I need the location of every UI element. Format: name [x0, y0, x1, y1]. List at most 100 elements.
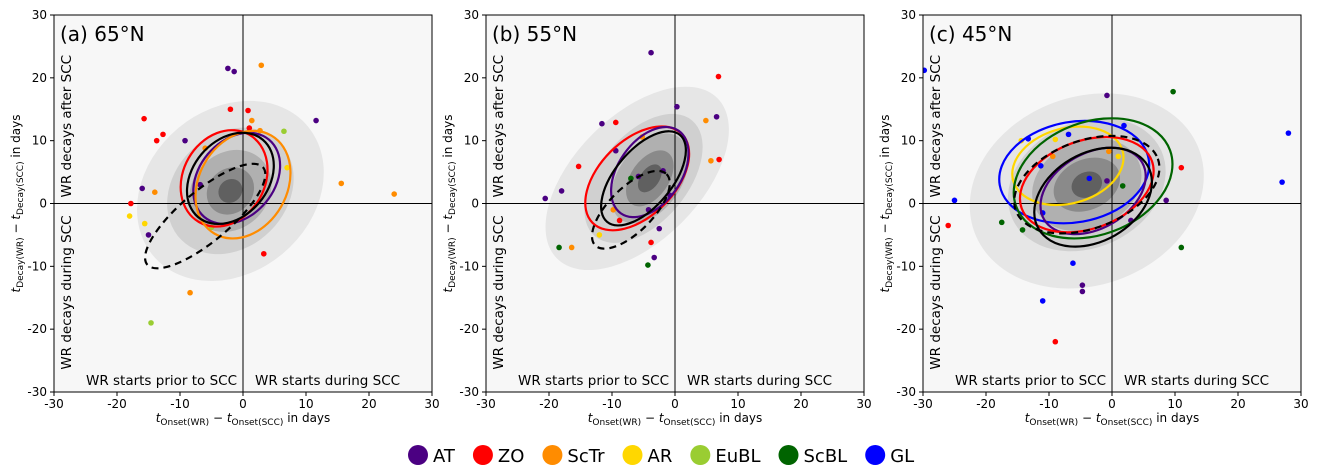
point: [1119, 183, 1126, 189]
xlabel-part: in days: [283, 411, 330, 425]
xlabel-part: Onset(SCC): [1101, 418, 1153, 428]
point: [1038, 163, 1044, 169]
ylabel-part: in days: [441, 114, 455, 161]
legend-label: ScBL: [804, 446, 848, 467]
y-tick-label: 20: [32, 71, 47, 85]
panel-title: (b) 55°N: [492, 22, 577, 46]
ylabel-part: Decay(SCC): [448, 161, 458, 215]
point: [716, 156, 722, 163]
xlabel-part: Onset(SCC): [664, 418, 716, 428]
y-tick-label: 20: [464, 71, 479, 85]
point: [645, 262, 651, 268]
y-tick-label: -30: [459, 385, 479, 399]
xlabel-part: t: [588, 411, 594, 425]
plot-area: [54, 15, 432, 392]
legend-marker: [472, 445, 493, 465]
ylabel-part: Decay(WR): [885, 237, 895, 287]
ylabel-part: t: [878, 214, 892, 220]
y-tick-label: -10: [27, 259, 47, 273]
panel-title: (c) 45°N: [929, 22, 1012, 46]
ylabel-part: t: [9, 287, 23, 293]
x-tick-label: 0: [671, 397, 679, 411]
ylabel: tDecay(WR) − tDecay(SCC) in days: [441, 114, 458, 292]
point: [284, 164, 290, 171]
ylabel-part: Decay(WR): [16, 237, 26, 287]
ylabel-part: −: [441, 220, 455, 238]
annotation: WR starts during SCC: [687, 373, 832, 389]
legend-marker: [865, 445, 886, 465]
x-tick-label: 0: [1108, 397, 1116, 411]
point: [703, 117, 709, 124]
point: [648, 49, 654, 56]
plot-area: [923, 15, 1301, 392]
annotation: WR decays after SCC: [59, 55, 75, 198]
legend-marker: [778, 445, 799, 465]
point: [225, 65, 231, 72]
point: [160, 131, 166, 138]
ellipse: [192, 131, 282, 226]
point: [1052, 338, 1059, 345]
point: [153, 137, 160, 144]
y-tick-label: 30: [32, 8, 47, 22]
x-tick-label: -10: [602, 397, 622, 411]
point: [1170, 88, 1176, 95]
ellipse: [179, 129, 269, 228]
point: [1039, 298, 1046, 304]
ylabel-part: t: [441, 214, 455, 220]
point: [1052, 136, 1059, 143]
annotation: WR decays after SCC: [928, 55, 944, 198]
ylabel-part: in days: [9, 114, 23, 161]
annotation: WR starts prior to SCC: [955, 373, 1106, 389]
point: [998, 219, 1005, 226]
point: [245, 107, 251, 114]
x-tick-label: -20: [107, 397, 127, 411]
ylabel: tDecay(WR) − tDecay(SCC) in days: [878, 114, 895, 292]
xlabel-part: t: [1096, 411, 1102, 425]
xlabel-part: in days: [1152, 411, 1199, 425]
y-tick-label: 0: [39, 197, 47, 211]
annotation: WR starts during SCC: [255, 373, 400, 389]
point: [1279, 179, 1285, 185]
point: [648, 239, 654, 246]
point: [656, 225, 663, 232]
xlabel-part: t: [1025, 411, 1031, 425]
xlabel-part: Onset(WR): [592, 418, 641, 428]
x-tick-label: 10: [730, 397, 745, 411]
point: [313, 117, 319, 124]
annotation: WR decays during SCC: [928, 216, 944, 370]
legend-marker: [542, 445, 563, 465]
y-tick-label: 10: [901, 134, 916, 148]
point: [612, 119, 619, 126]
x-tick-label: 30: [856, 397, 871, 411]
xlabel-part: −: [1078, 411, 1096, 425]
xlabel: tOnset(WR) − tOnset(SCC) in days: [1025, 411, 1200, 428]
annotation: WR decays after SCC: [491, 55, 507, 198]
plot-area: [486, 15, 864, 392]
density-contour: [637, 164, 662, 193]
legend-label: ZO: [498, 446, 525, 467]
point: [651, 254, 658, 261]
point: [713, 113, 720, 120]
y-tick-label: 10: [464, 134, 479, 148]
point: [616, 217, 623, 224]
xlabel-part: −: [209, 411, 227, 425]
point: [951, 197, 958, 204]
y-tick-label: 0: [471, 197, 479, 211]
point: [128, 200, 134, 207]
ylabel-part: in days: [878, 114, 892, 161]
ellipse: [600, 130, 687, 227]
annotation: WR starts during SCC: [1124, 373, 1269, 389]
x-tick-label: -30: [476, 397, 496, 411]
point: [923, 67, 928, 74]
annotation: WR starts prior to SCC: [86, 373, 237, 389]
xlabel: tOnset(WR) − tOnset(SCC) in days: [156, 411, 331, 428]
point: [1163, 197, 1169, 204]
point: [1086, 175, 1093, 182]
point: [708, 157, 714, 164]
point: [260, 250, 267, 257]
annotation: WR decays during SCC: [59, 216, 75, 370]
legend-marker: [622, 445, 643, 465]
legend-label: AT: [433, 446, 456, 467]
xlabel-part: t: [156, 411, 162, 425]
